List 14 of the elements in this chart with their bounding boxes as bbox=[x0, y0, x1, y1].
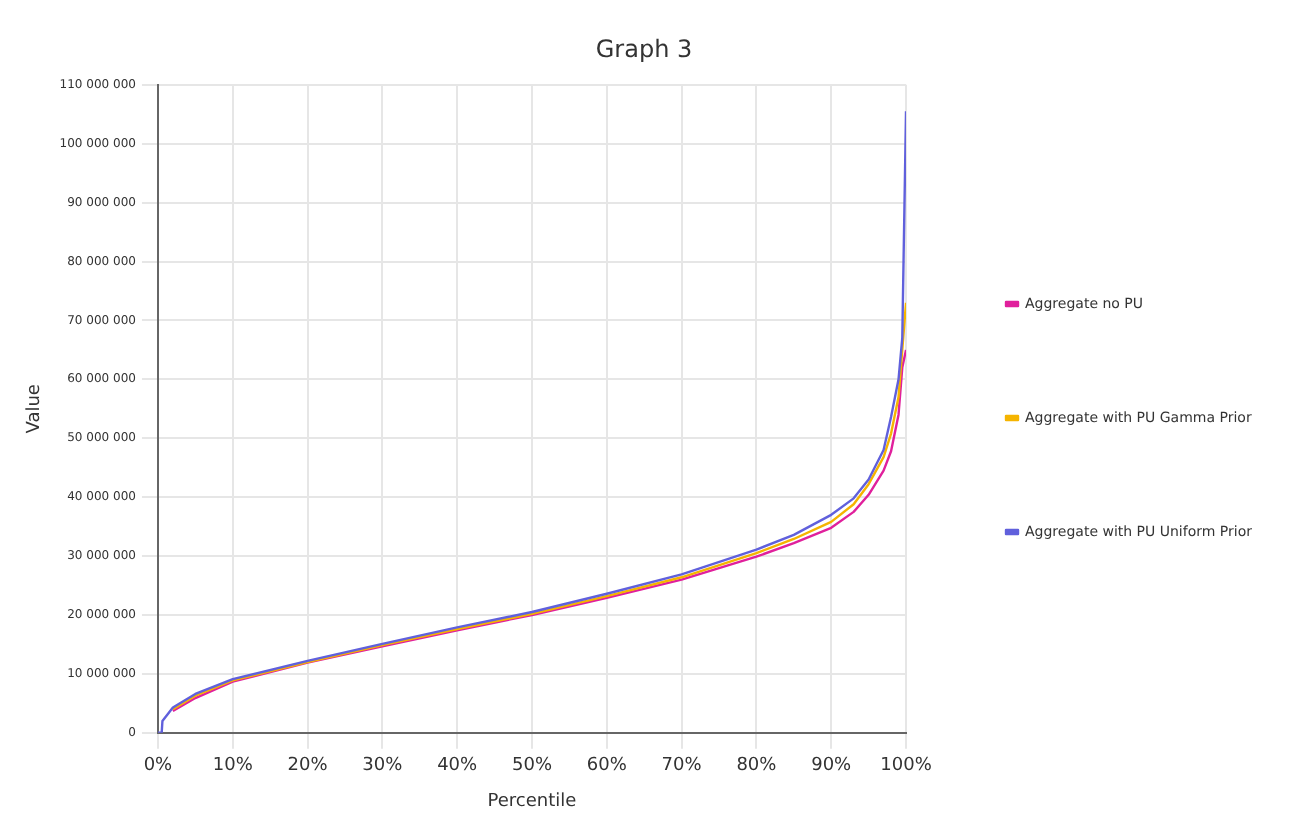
x-tick-label: 50% bbox=[511, 756, 553, 777]
x-tick-label: 0% bbox=[143, 756, 174, 777]
x-tick-label: 90% bbox=[811, 756, 853, 777]
x-tick-label: 70% bbox=[661, 756, 703, 777]
x-tick-label: 10% bbox=[212, 756, 254, 777]
x-axis-title: Percentile bbox=[487, 791, 578, 812]
x-tick-label: 100% bbox=[880, 756, 933, 777]
x-tick-label: 20% bbox=[287, 756, 329, 777]
x-tick-label: 30% bbox=[362, 756, 404, 777]
x-tick-label: 80% bbox=[736, 756, 778, 777]
x-tick-label: 40% bbox=[437, 756, 479, 777]
chart-title: Graph 3 bbox=[595, 34, 693, 63]
y-axis-title: Value bbox=[25, 383, 46, 434]
x-tick-label: 60% bbox=[586, 756, 628, 777]
